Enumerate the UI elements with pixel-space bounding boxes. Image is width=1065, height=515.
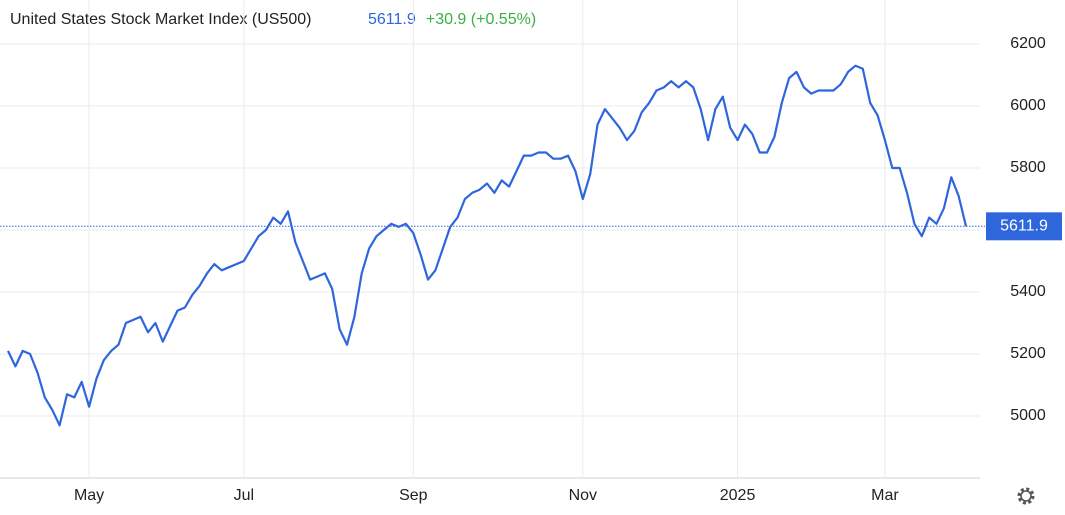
x-tick-label: Sep	[399, 487, 428, 504]
price-line	[7, 64, 968, 427]
y-tick-label: 6000	[1010, 97, 1046, 114]
x-tick-label: Jul	[234, 487, 254, 504]
chart-title: United States Stock Market Index (US500)	[10, 11, 311, 28]
settings-icon[interactable]	[1017, 487, 1035, 505]
gear-body	[1020, 490, 1032, 502]
x-tick-label: 2025	[720, 487, 756, 504]
x-tick-label: May	[74, 487, 104, 504]
gear-teeth	[1017, 487, 1035, 505]
y-tick-label: 5800	[1010, 159, 1046, 176]
last-price-box	[986, 212, 1062, 241]
y-tick-label: 5200	[1010, 345, 1046, 362]
price-change: +30.9 (+0.55%)	[426, 11, 536, 28]
y-tick-label: 6200	[1010, 35, 1046, 52]
last-price: 5611.9	[368, 11, 416, 28]
last-price-label: 5611.9	[1000, 218, 1048, 235]
x-tick-label: Mar	[871, 487, 899, 504]
y-tick-label: 5000	[1010, 407, 1046, 424]
x-tick-label: Nov	[569, 487, 597, 504]
y-tick-label: 5400	[1010, 283, 1046, 300]
